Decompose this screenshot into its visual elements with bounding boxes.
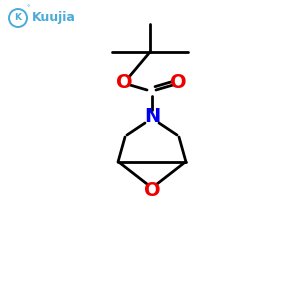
Text: N: N	[144, 107, 160, 127]
Text: K: K	[14, 14, 22, 22]
Text: O: O	[144, 181, 160, 200]
Text: Kuujia: Kuujia	[32, 11, 76, 25]
Text: O: O	[116, 73, 132, 92]
Text: O: O	[170, 73, 186, 92]
Text: °: °	[26, 5, 30, 11]
